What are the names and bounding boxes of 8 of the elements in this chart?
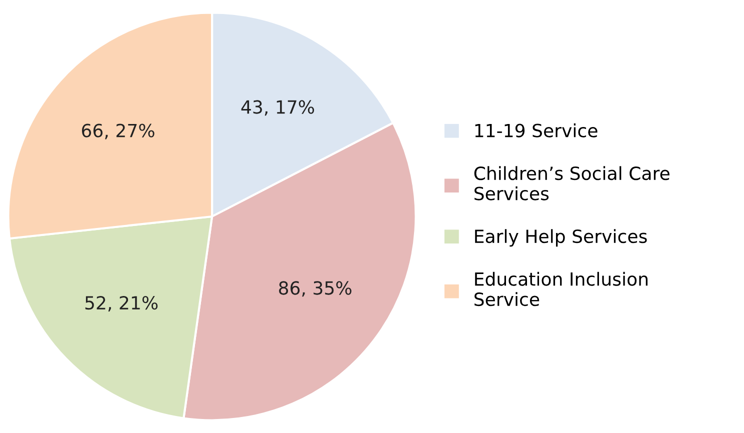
data-label: 52, 21% [85, 296, 158, 312]
data-label: 86, 35% [279, 281, 352, 297]
legend-label: 11-19 Service [475, 123, 598, 138]
legend-label: Education Inclusion Service [474, 272, 648, 306]
data-label: 43, 17% [241, 100, 314, 116]
legend-label: Early Help Services [475, 229, 647, 247]
legend-label: Children’s Social Care Services [474, 166, 670, 200]
data-label: 66, 27% [82, 124, 154, 140]
